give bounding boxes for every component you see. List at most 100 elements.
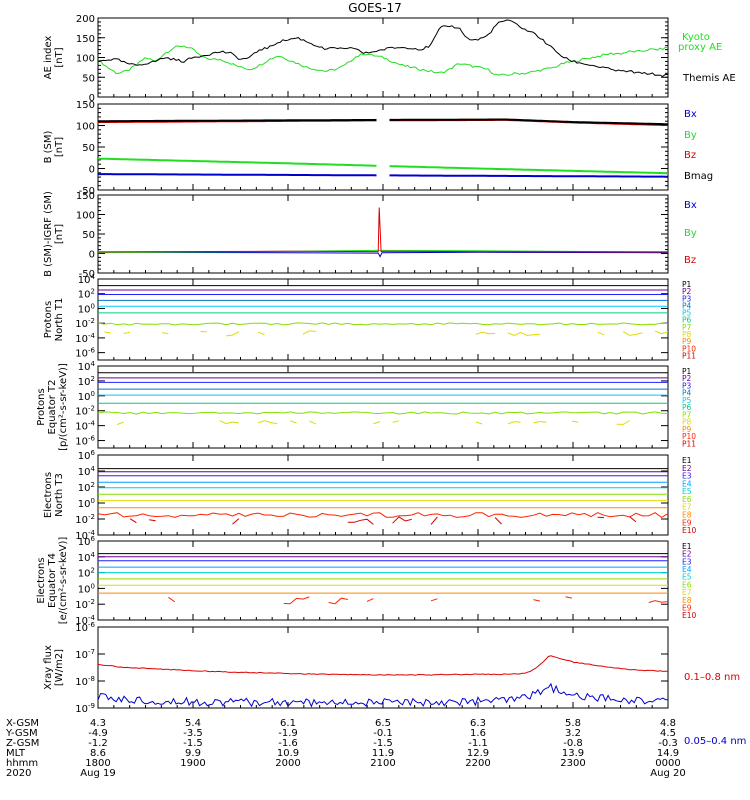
channel-line (347, 518, 374, 525)
y-tick-label: 10-2 (75, 513, 95, 526)
y-axis-label: Protons (43, 301, 54, 338)
y-axis-label: [W/m2] (54, 649, 65, 686)
channel-line (475, 421, 483, 425)
channel-label-e5: E5 (682, 487, 692, 496)
channel-label-e5: E5 (682, 573, 692, 582)
channel-label-e9: E9 (682, 603, 692, 612)
y-tick-label: 102 (78, 481, 95, 494)
y-tick-label: 0 (89, 165, 95, 176)
time-axis-row-label: MLT (6, 748, 26, 759)
y-tick-label: 100 (76, 122, 95, 133)
channel-line (168, 596, 176, 603)
time-axis-value: 3.2 (565, 728, 581, 739)
channel-line (226, 331, 240, 337)
y-tick-label: 104 (78, 465, 96, 478)
channel-label-e1: E1 (682, 542, 692, 551)
panel-frame (97, 626, 669, 709)
series-line-bx (389, 174, 668, 178)
channel-line (533, 599, 541, 602)
legend-item: proxy AE (678, 42, 722, 53)
channel-line (655, 330, 668, 335)
channel-line (98, 411, 668, 415)
y-tick-label: 200 (76, 14, 95, 25)
channel-line (533, 420, 547, 424)
y-axis-label: Protons (36, 388, 47, 425)
y-axis-label: Electrons (43, 472, 54, 518)
channel-line (232, 518, 240, 525)
channel-line (309, 420, 317, 425)
legend-item: Bz (684, 150, 696, 161)
y-tick-label: -50 (79, 186, 95, 197)
time-axis-value: 2100 (370, 758, 395, 769)
channel-label-p6: P6 (682, 316, 692, 325)
legend-item: Themis AE (682, 73, 736, 84)
y-axis-label: B (SM)-IGRF (SM) (43, 191, 54, 277)
time-axis-value: 5.4 (185, 718, 201, 729)
y-axis-label: [nT] (54, 47, 65, 67)
channel-label-p7: P7 (682, 323, 692, 332)
time-axis-value: Aug 20 (650, 768, 685, 779)
channel-line (302, 330, 316, 335)
y-tick-label: 50 (82, 143, 95, 154)
legend-item: 0.05–0.4 nm (684, 736, 746, 747)
channel-label-p1: P1 (682, 280, 692, 289)
time-axis-value: -1.6 (278, 738, 298, 749)
channel-label-e4: E4 (682, 565, 692, 574)
channel-line (289, 420, 297, 424)
channel-label-p5: P5 (682, 309, 692, 318)
y-tick-label: 106 (78, 535, 96, 548)
legend-item: 0.1–0.8 nm (684, 672, 740, 683)
time-axis-value: 1800 (85, 758, 110, 769)
channel-label-p3: P3 (682, 381, 692, 390)
panel-data (98, 19, 668, 77)
legend-item: Bx (684, 109, 697, 120)
time-axis-value: 2300 (560, 758, 585, 769)
time-axis-row-label: X-GSM (6, 718, 39, 729)
y-axis-label: [nT] (54, 137, 65, 157)
channel-label-e8: E8 (682, 596, 692, 605)
time-axis-value: -0.8 (563, 738, 583, 749)
time-axis-value: -1.2 (88, 738, 108, 749)
channel-label-p11: P11 (682, 351, 696, 360)
series-line-0-1-0-8-nm (98, 655, 668, 676)
time-axis-value: Aug 19 (80, 768, 115, 779)
y-tick-label: 106 (78, 449, 96, 462)
panel-data (98, 655, 668, 708)
channel-label-p9: P9 (682, 337, 692, 346)
y-axis-label: [e/(cm²-s-sr-keV)] (58, 537, 69, 625)
y-axis-label: North T3 (54, 473, 65, 517)
series-line-bz (98, 207, 668, 253)
time-axis-value: 1900 (180, 758, 205, 769)
channel-label-e6: E6 (682, 495, 692, 504)
y-tick-label: 10-7 (75, 648, 95, 661)
y-tick-label: 100 (78, 582, 95, 595)
channel-label-e8: E8 (682, 511, 692, 520)
channel-label-p10: P10 (682, 432, 696, 441)
channel-label-e7: E7 (682, 503, 692, 512)
time-axis-value: -3.5 (183, 728, 203, 739)
panel-e_eq: 106 104 102 100 10-2 10-4 Electrons Equator T4[… (36, 535, 697, 627)
series-line-bx (98, 251, 668, 258)
channel-line (648, 600, 668, 603)
panel-frame (97, 454, 669, 536)
y-tick-label: 0 (89, 250, 95, 261)
channel-line (129, 518, 137, 524)
series-line-kyoto-proxy-ae (98, 45, 668, 76)
time-axis-value: 4.5 (660, 728, 676, 739)
channel-line (616, 420, 630, 425)
channel-line (507, 421, 521, 425)
channel-line (507, 331, 540, 337)
series-line-bmag (98, 118, 377, 123)
y-tick-label: 0 (89, 93, 95, 104)
series-line-0-05-0-4-nm (98, 682, 668, 708)
panel-data (98, 468, 668, 525)
channel-label-e4: E4 (682, 479, 692, 488)
channel-line (123, 331, 131, 334)
time-axis-value: 6.3 (470, 718, 486, 729)
time-axis-value: 4.3 (90, 718, 106, 729)
series-line-by (389, 165, 668, 175)
channel-line (430, 516, 438, 525)
channel-label-p6: P6 (682, 403, 692, 412)
